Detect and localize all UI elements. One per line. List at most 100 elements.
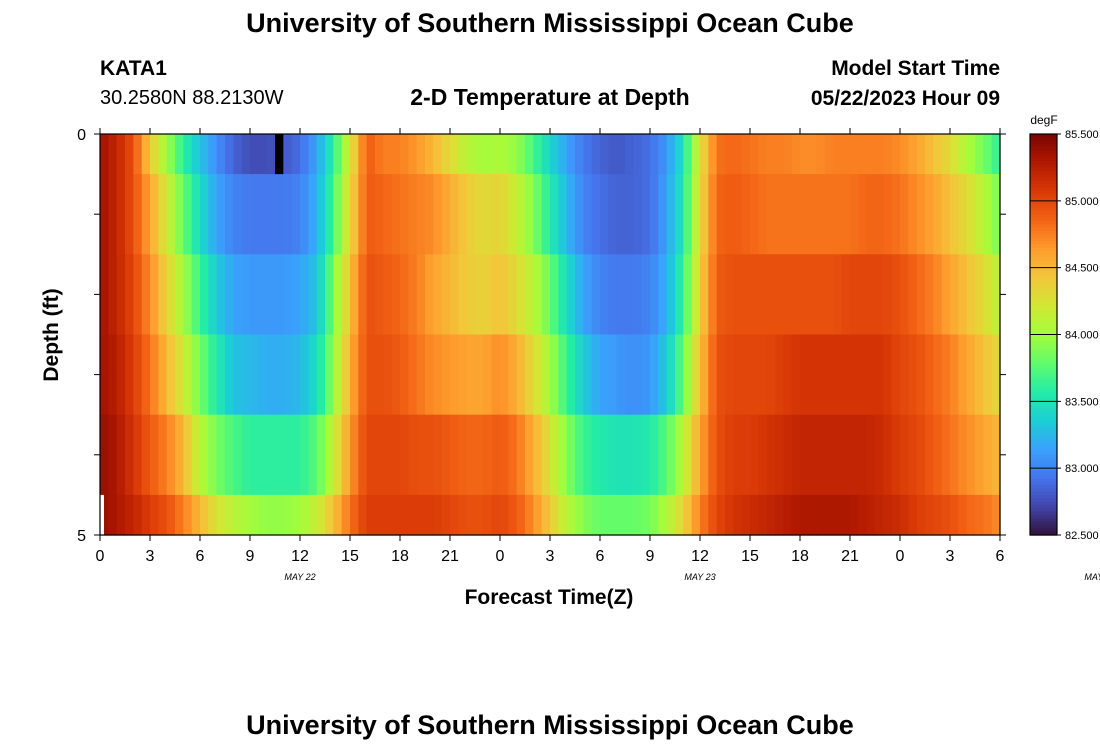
heatmap-cell bbox=[483, 414, 493, 496]
heatmap-cell bbox=[625, 414, 634, 496]
heatmap-cell bbox=[108, 174, 118, 255]
heatmap-cell bbox=[691, 134, 701, 175]
heatmap-cell bbox=[525, 494, 534, 536]
heatmap-cell bbox=[100, 174, 109, 255]
colorbar-segment bbox=[1030, 347, 1057, 352]
colorbar-segment bbox=[1030, 438, 1057, 443]
colorbar-segment bbox=[1030, 491, 1057, 496]
colorbar-segment bbox=[1030, 501, 1057, 506]
heatmap-cell bbox=[483, 174, 493, 255]
heatmap-cell bbox=[991, 494, 1001, 536]
heatmap-cell bbox=[966, 254, 976, 336]
colorbar-segment bbox=[1030, 488, 1057, 493]
heatmap-cell bbox=[808, 414, 818, 496]
heatmap-cell bbox=[200, 134, 209, 175]
heatmap-cell bbox=[291, 254, 301, 336]
heatmap-cell bbox=[541, 494, 551, 536]
heatmap-cell bbox=[566, 134, 576, 175]
heatmap-cell bbox=[950, 134, 959, 175]
heatmap-cell bbox=[891, 174, 901, 255]
heatmap-cell bbox=[483, 494, 493, 536]
heatmap-cell bbox=[908, 134, 918, 175]
heatmap-cell bbox=[541, 254, 551, 336]
heatmap-cell bbox=[475, 414, 484, 496]
colorbar-segment bbox=[1030, 351, 1057, 356]
colorbar-segment bbox=[1030, 494, 1057, 499]
heatmap-cell bbox=[366, 254, 376, 336]
heatmap-cell bbox=[116, 134, 126, 175]
heatmap-cell bbox=[600, 174, 609, 255]
heatmap-cell bbox=[758, 254, 768, 336]
colorbar-segment bbox=[1030, 190, 1057, 195]
colorbar-segment bbox=[1030, 321, 1057, 326]
heatmap-cell bbox=[233, 334, 243, 416]
heatmap-cell bbox=[208, 254, 218, 336]
heatmap-cell bbox=[166, 174, 176, 255]
colorbar-tick-label: 82.500 bbox=[1065, 530, 1099, 542]
heatmap-cell bbox=[983, 174, 993, 255]
heatmap-cell bbox=[533, 254, 543, 336]
colorbar-segment bbox=[1030, 471, 1057, 476]
heatmap-cell bbox=[266, 494, 276, 536]
heatmap-cell bbox=[608, 254, 618, 336]
heatmap-cell bbox=[358, 134, 368, 175]
heatmap-cell bbox=[841, 174, 851, 255]
colorbar-segment bbox=[1030, 314, 1057, 319]
heatmap-cell bbox=[908, 494, 918, 536]
x-tick-label: 6 bbox=[196, 548, 205, 565]
heatmap-cell bbox=[150, 254, 159, 336]
heatmap-cell bbox=[141, 254, 151, 336]
heatmap-cell bbox=[383, 254, 393, 336]
heatmap-cell bbox=[175, 254, 184, 336]
x-tick-label: 9 bbox=[246, 548, 255, 565]
heatmap-cell bbox=[983, 334, 993, 416]
heatmap-cell bbox=[700, 254, 709, 336]
heatmap-cell bbox=[450, 334, 459, 416]
colorbar-segment bbox=[1030, 134, 1057, 138]
heatmap-cell bbox=[583, 494, 593, 536]
heatmap-cell bbox=[783, 414, 793, 496]
heatmap-cell bbox=[900, 494, 909, 536]
heatmap-cell bbox=[916, 134, 926, 175]
heatmap-cell bbox=[333, 494, 343, 536]
heatmap-cell bbox=[708, 334, 718, 416]
heatmap-cell bbox=[975, 334, 984, 416]
heatmap-cell bbox=[566, 494, 576, 536]
colorbar-segment bbox=[1030, 210, 1057, 215]
heatmap-cell bbox=[316, 414, 326, 496]
x-tick-label: 18 bbox=[391, 548, 409, 565]
heatmap-cell bbox=[791, 134, 801, 175]
heatmap-cell bbox=[175, 334, 184, 416]
heatmap-cell bbox=[650, 494, 659, 536]
heatmap-cell bbox=[841, 414, 851, 496]
heatmap-cell bbox=[700, 134, 709, 175]
heatmap-cell bbox=[450, 174, 459, 255]
heatmap-cell bbox=[250, 414, 259, 496]
heatmap-cell bbox=[716, 334, 726, 416]
heatmap-cell bbox=[391, 334, 401, 416]
model-start-value: 05/22/2023 Hour 09 bbox=[810, 87, 1000, 110]
colorbar-segment bbox=[1030, 274, 1057, 279]
heatmap-cell bbox=[791, 414, 801, 496]
x-tick-label: 21 bbox=[841, 548, 859, 565]
heatmap-cell bbox=[216, 494, 226, 536]
heatmap-cell bbox=[258, 334, 268, 416]
colorbar-segment bbox=[1030, 448, 1057, 453]
heatmap-cell bbox=[150, 414, 159, 496]
heatmap-cell bbox=[333, 254, 343, 336]
heatmap-cell bbox=[558, 334, 568, 416]
heatmap-cell bbox=[916, 334, 926, 416]
colorbar-segment bbox=[1030, 367, 1057, 372]
heatmap-cell bbox=[875, 134, 884, 175]
heatmap-cell bbox=[725, 254, 734, 336]
heatmap-cell bbox=[666, 494, 676, 536]
heatmap-cell bbox=[958, 494, 968, 536]
heatmap-cell bbox=[650, 174, 659, 255]
heatmap-cell bbox=[300, 134, 309, 175]
heatmap-cell bbox=[558, 134, 568, 175]
heatmap-cell bbox=[300, 414, 309, 496]
heatmap-cell bbox=[441, 414, 451, 496]
colorbar-segment bbox=[1030, 468, 1057, 473]
heatmap-cell bbox=[641, 254, 651, 336]
heatmap-cell bbox=[625, 494, 634, 536]
